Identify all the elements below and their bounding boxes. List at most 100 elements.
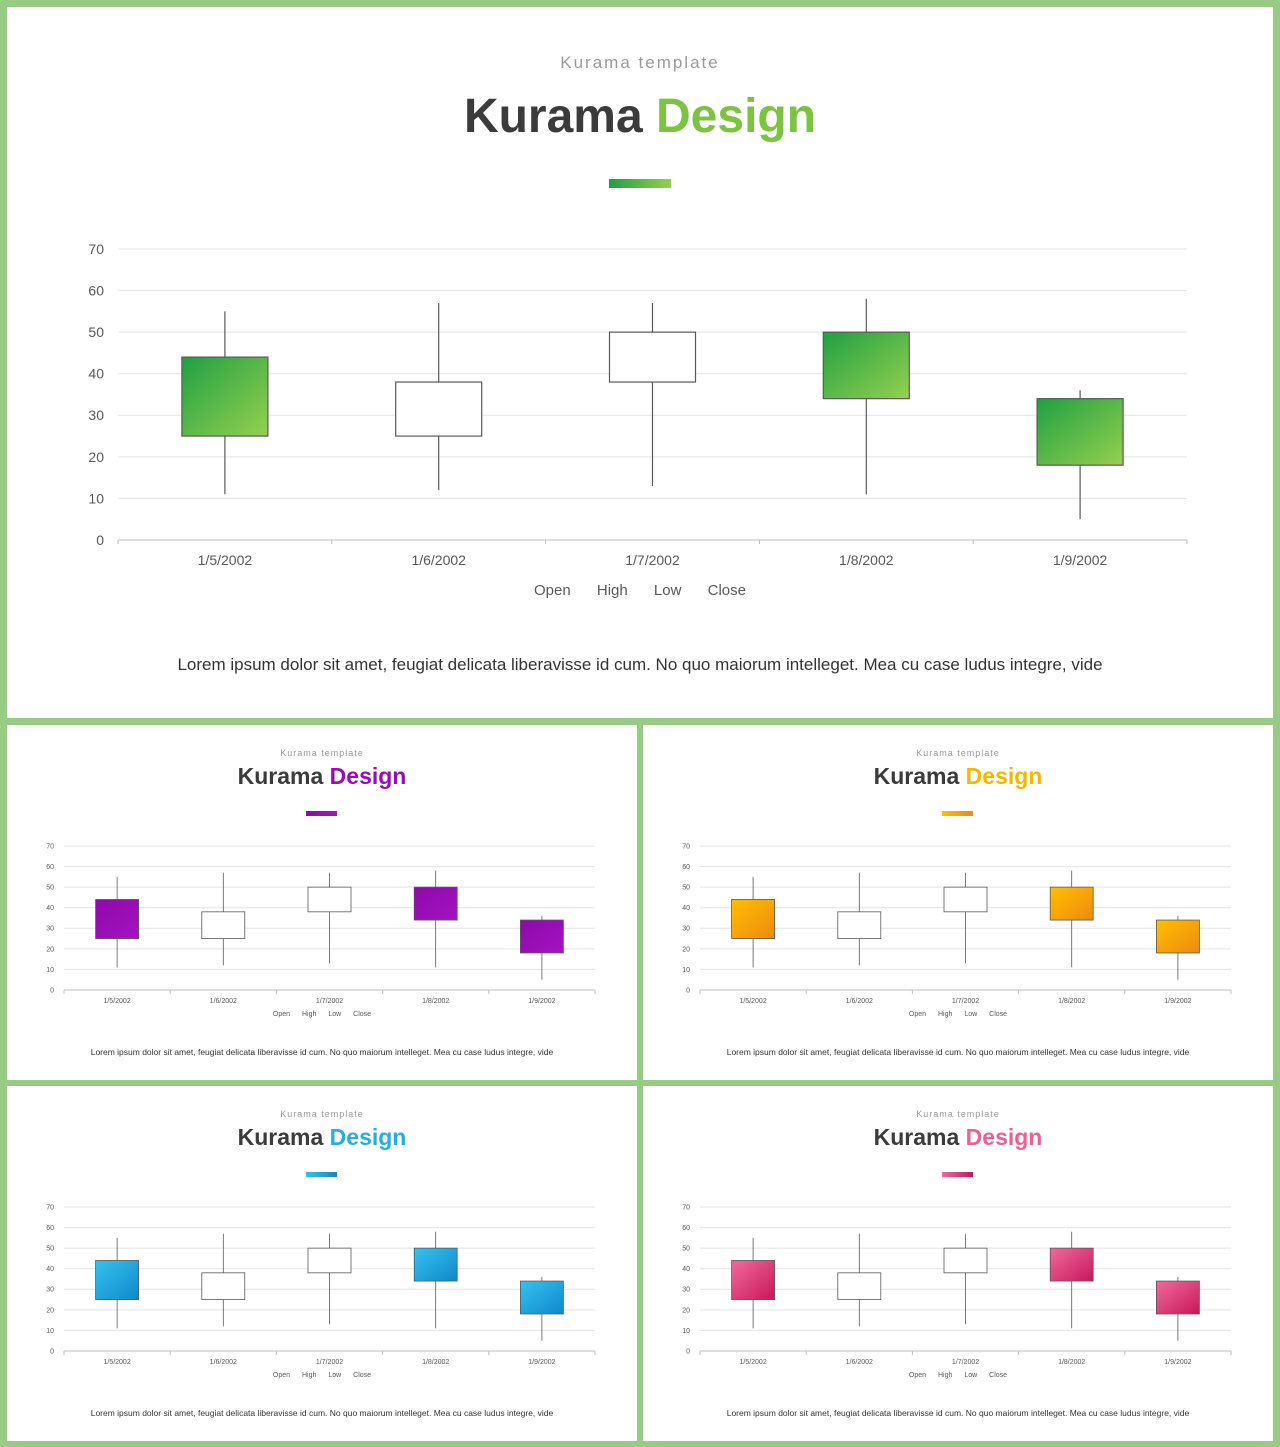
slide-subtitle: Kurama template — [560, 53, 720, 72]
y-tick-label: 30 — [682, 1287, 690, 1294]
y-tick-label: 20 — [682, 946, 690, 953]
title-accent-bar — [306, 1172, 337, 1177]
x-category-label: 1/6/2002 — [846, 998, 873, 1005]
title-word-2: Design — [965, 763, 1043, 789]
y-tick-label: 0 — [96, 532, 104, 548]
x-category-label: 1/8/2002 — [422, 998, 449, 1005]
candle-body — [95, 1260, 139, 1300]
x-category-label: 1/6/2002 — [210, 998, 237, 1005]
legend-close: Close — [989, 1011, 1008, 1018]
y-tick-label: 70 — [88, 241, 104, 257]
y-tick-label: 50 — [682, 885, 690, 892]
candlestick-chart: 0 10 20 30 40 50 60 70 1/5/2002 1/6/2002 1/7/2002 1… — [88, 241, 1188, 568]
x-category-label: 1/7/2002 — [316, 998, 343, 1005]
y-tick-label: 20 — [88, 449, 104, 465]
legend-low: Low — [328, 1372, 342, 1379]
x-category-label: 1/8/2002 — [839, 552, 894, 568]
candle-body — [1156, 919, 1200, 954]
title-accent-bar — [609, 179, 671, 188]
slide-caption: Lorem ipsum dolor sit amet, feugiat deli… — [726, 1408, 1190, 1418]
y-tick-label: 70 — [682, 1204, 690, 1211]
legend-low: Low — [964, 1372, 978, 1379]
candle-body — [413, 886, 458, 921]
legend-open: Open — [534, 582, 571, 599]
candle-body — [307, 886, 352, 913]
title-accent-bar — [306, 811, 337, 816]
x-category-label: 1/5/2002 — [739, 1359, 766, 1366]
candle-body — [520, 1280, 564, 1315]
y-tick-label: 60 — [682, 1225, 690, 1232]
legend-open: Open — [908, 1372, 927, 1379]
y-tick-label: 10 — [88, 490, 104, 506]
x-category-label: 1/9/2002 — [1053, 552, 1108, 568]
y-tick-label: 20 — [46, 1307, 54, 1314]
legend-open: Open — [272, 1372, 291, 1379]
x-category-label: 1/5/2002 — [739, 998, 766, 1005]
candle-body — [1049, 886, 1094, 921]
x-category-label: 1/5/2002 — [198, 552, 253, 568]
candle-body — [1036, 398, 1124, 466]
x-category-label: 1/9/2002 — [528, 1359, 555, 1366]
x-category-label: 1/7/2002 — [952, 1359, 979, 1366]
y-tick-label: 40 — [46, 905, 54, 912]
slide-subtitle: Kurama template — [280, 748, 364, 758]
slide-title: Kurama Design — [7, 1124, 637, 1151]
slide-subtitle: Kurama template — [916, 748, 1000, 758]
candlestick-chart: 0 10 20 30 40 50 60 70 1/5/2002 1/6/2002 1/7/2002 1… — [682, 1204, 1232, 1366]
x-category-label: 1/9/2002 — [1164, 1359, 1191, 1366]
legend-low: Low — [328, 1011, 342, 1018]
x-category-label: 1/5/2002 — [103, 1359, 130, 1366]
y-tick-label: 20 — [46, 946, 54, 953]
candle-body — [837, 911, 882, 939]
title-word-1: Kurama — [873, 1124, 960, 1150]
chart-legend: Open High Low Close — [7, 1372, 637, 1379]
candle-body — [181, 356, 269, 437]
slide-caption: Lorem ipsum dolor sit amet, feugiat deli… — [90, 1408, 554, 1418]
x-category-label: 1/8/2002 — [1058, 998, 1085, 1005]
y-tick-label: 70 — [46, 843, 54, 850]
slide-subtitle: Kurama template — [280, 1109, 364, 1119]
legend-high: High — [938, 1372, 953, 1379]
candle-body — [520, 919, 564, 954]
candle-body — [608, 331, 697, 383]
y-tick-label: 50 — [46, 885, 54, 892]
title-word-2: Design — [965, 1124, 1043, 1150]
candle-body — [731, 1260, 775, 1300]
legend-close: Close — [989, 1372, 1008, 1379]
candle-body — [413, 1247, 458, 1282]
slide-title: Kurama Design — [643, 1124, 1273, 1151]
candlestick-chart: 0 10 20 30 40 50 60 70 1/5/2002 1/6/2002 1/7/2002 1… — [46, 1204, 596, 1366]
y-tick-label: 40 — [88, 366, 104, 382]
candle-body — [95, 899, 139, 939]
x-category-label: 1/8/2002 — [1058, 1359, 1085, 1366]
y-tick-label: 0 — [50, 987, 54, 994]
title-word-1: Kurama — [873, 763, 960, 789]
title-accent-bar — [942, 1172, 973, 1177]
legend-high: High — [302, 1372, 317, 1379]
slide-title: Kurama Design — [7, 763, 637, 790]
y-tick-label: 30 — [46, 926, 54, 933]
title-word-1: Kurama — [463, 90, 643, 143]
y-tick-label: 10 — [46, 967, 54, 974]
title-accent-bar — [942, 811, 973, 816]
legend-low: Low — [653, 582, 682, 599]
slide-title: Kurama Design — [7, 89, 1273, 144]
chart-legend: Open High Low Close — [7, 582, 1273, 599]
slide-caption: Lorem ipsum dolor sit amet, feugiat deli… — [177, 655, 1103, 674]
orange-slide: Kurama template Kurama Design 0 10 20 30 40 5… — [643, 725, 1273, 1080]
legend-close: Close — [707, 582, 746, 599]
blue-slide: Kurama template Kurama Design 0 10 20 30 40 5… — [7, 1086, 637, 1441]
x-category-label: 1/7/2002 — [952, 998, 979, 1005]
y-tick-label: 60 — [46, 1225, 54, 1232]
y-tick-label: 30 — [682, 926, 690, 933]
candle-body — [201, 1272, 246, 1300]
legend-high: High — [596, 582, 628, 599]
candle-body — [201, 911, 246, 939]
candle-body — [943, 1247, 988, 1274]
pink-slide: Kurama template Kurama Design 0 10 20 30 40 5… — [643, 1086, 1273, 1441]
title-word-1: Kurama — [237, 763, 324, 789]
y-tick-label: 10 — [682, 967, 690, 974]
legend-high: High — [302, 1011, 317, 1018]
x-category-label: 1/6/2002 — [411, 552, 466, 568]
candle-body — [395, 381, 483, 437]
